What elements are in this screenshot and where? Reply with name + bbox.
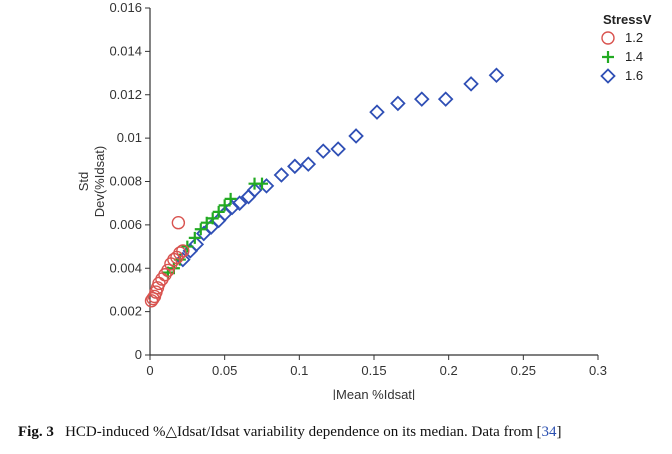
data-point-1-4 (194, 223, 207, 236)
data-point-1-6 (390, 95, 406, 112)
y-tick-label: 0.016 (109, 0, 142, 15)
data-point-1-4 (212, 205, 225, 218)
caption-text: HCD-induced %△Idsat/Idsat variability de… (65, 424, 542, 440)
data-point-1-4 (218, 199, 231, 212)
data-point-1-6 (463, 76, 479, 92)
x-tick-label: 0.2 (440, 363, 458, 378)
figure-caption: Fig. 3 HCD-induced %△Idsat/Idsat variabi… (18, 422, 658, 441)
legend-label: 1.4 (625, 49, 643, 64)
scatter-chart: 0 0.002 0.004 0.006 0.008 0.01 0.012 0.014 0.016… (76, 0, 652, 400)
x-axis-title: |Mean %Idsat| (333, 387, 416, 400)
x-tick-label: 0.3 (589, 363, 607, 378)
data-point-1-4 (206, 212, 219, 225)
axes: 0 0.002 0.004 0.006 0.008 0.01 0.012 0.014 0.016… (76, 0, 607, 400)
y-tick-label: 0 (135, 347, 142, 362)
data-point-1-4 (256, 177, 268, 190)
legend-marker (601, 31, 615, 45)
legend-title: StressV (603, 12, 652, 27)
caption-close: ] (556, 424, 562, 440)
data-point-1-6 (369, 104, 385, 120)
y-tick-label: 0.006 (109, 217, 142, 232)
x-tick-label: 0.1 (290, 363, 308, 378)
data-point-1-6 (175, 251, 191, 268)
y-axis-title-line: Std (76, 172, 91, 192)
y-tick-label: 0.014 (109, 43, 142, 58)
data-point-1-2 (171, 216, 186, 230)
x-tick-label: 0.25 (511, 363, 536, 378)
data-point-1-2 (144, 294, 159, 308)
legend: StressV 1.2 1.4 1.6 (600, 12, 652, 84)
x-tick-label: 0.15 (361, 363, 386, 378)
data-point-1-2 (161, 263, 175, 278)
data-point-1-4 (188, 231, 201, 244)
data-point-1-6 (414, 91, 430, 107)
data-point-1-6 (315, 143, 331, 159)
data-point-1-6 (273, 167, 290, 183)
legend-label: 1.2 (625, 30, 643, 45)
data-points (144, 67, 505, 308)
data-point-1-6 (231, 195, 248, 211)
y-tick-label: 0.008 (109, 174, 142, 189)
y-tick-label: 0.012 (109, 87, 142, 102)
legend-marker (602, 51, 614, 63)
y-tick-label: 0.01 (117, 130, 142, 145)
data-point-1-2 (158, 268, 172, 282)
data-point-1-6 (330, 141, 346, 157)
x-tick-label: 0 (146, 363, 153, 378)
caption-label: Fig. 3 (18, 424, 54, 440)
data-point-1-6 (488, 67, 505, 84)
data-point-1-2 (173, 246, 187, 260)
data-point-1-6 (188, 236, 205, 253)
data-point-1-6 (300, 156, 317, 172)
y-axis-title-line: Dev(%Idsat) (92, 146, 107, 218)
data-point-1-6 (287, 158, 303, 175)
data-point-1-6 (437, 91, 454, 107)
x-tick-label: 0.05 (212, 363, 237, 378)
data-point-1-2 (176, 244, 190, 258)
caption-reference: 34 (541, 424, 557, 440)
data-point-1-4 (224, 192, 237, 205)
data-point-1-6 (246, 182, 263, 198)
data-point-1-6 (348, 128, 364, 144)
y-axis-title: StdDev(%Idsat) (76, 146, 107, 218)
y-tick-label: 0.004 (109, 260, 142, 275)
y-tick-label: 0.002 (109, 304, 142, 319)
legend-marker (600, 68, 616, 84)
legend-label: 1.6 (625, 68, 643, 83)
